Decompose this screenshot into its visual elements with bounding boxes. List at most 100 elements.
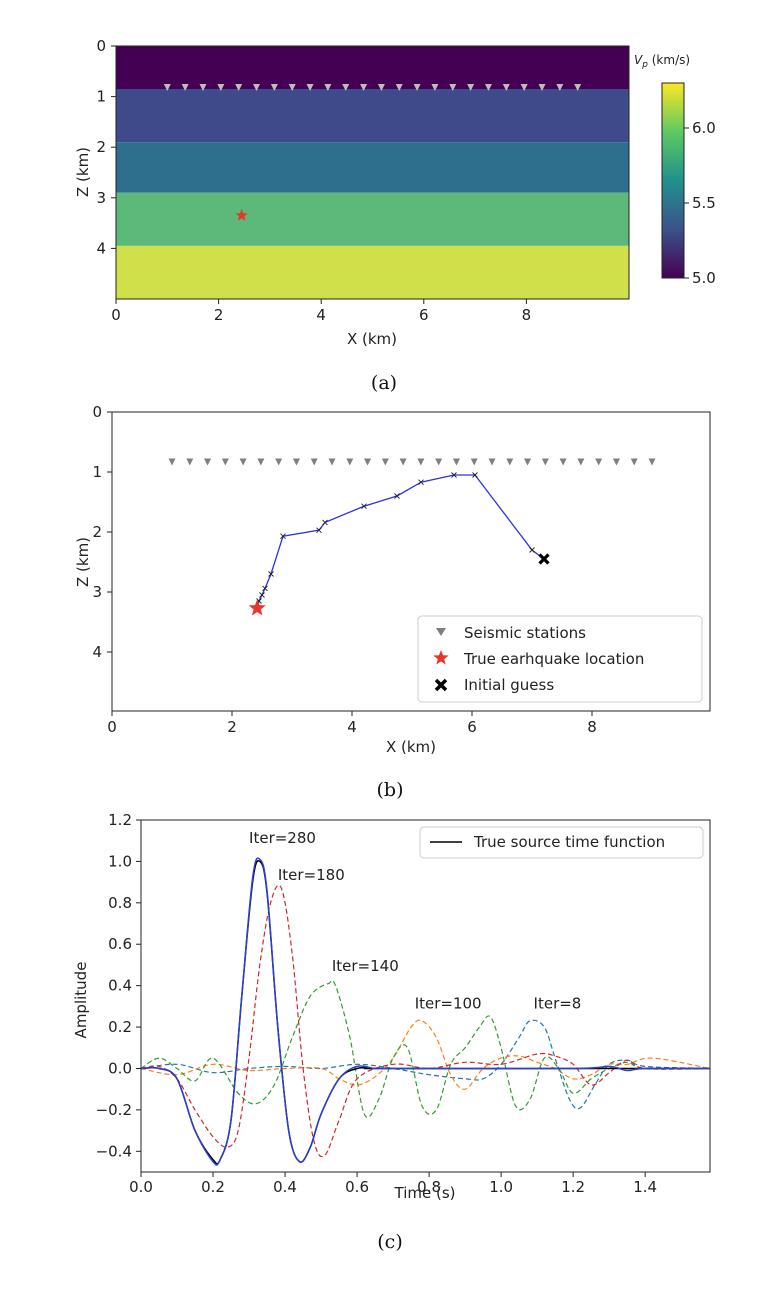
iterate-x-stroke: [361, 503, 367, 510]
station-marker: [395, 83, 403, 91]
station-marker: [484, 83, 492, 91]
panel-a-x-ticks: 0 2 4 6 8: [111, 299, 531, 324]
panel-a-ylabel: Z (km): [74, 147, 92, 197]
station-marker: [346, 458, 354, 466]
annotation-iter-140: Iter=140: [332, 957, 399, 975]
station-marker: [186, 458, 194, 466]
station-marker: [257, 458, 265, 466]
caption-a: (a): [371, 372, 397, 394]
station-marker: [417, 458, 425, 466]
x-tick-label: 8: [587, 718, 597, 736]
panel-c-legend: True source time function: [419, 826, 704, 859]
station-marker: [431, 83, 439, 91]
panel-b-legend: Seismic stations True earhquake location…: [417, 615, 703, 703]
x-tick-label: 0.6: [345, 1178, 369, 1196]
station-marker: [364, 458, 372, 466]
true-location-star: [248, 599, 266, 616]
y-tick-label: 1: [92, 463, 102, 481]
x-tick-label: 1.2: [561, 1178, 585, 1196]
station-marker: [648, 458, 656, 466]
station-marker: [306, 83, 314, 91]
legend-entry-stations: Seismic stations: [464, 624, 586, 642]
y-tick-label: −0.2: [96, 1101, 132, 1119]
path-iterate-marker: [418, 479, 424, 486]
series-iter-280: [141, 857, 710, 1166]
annotation-iter-8: Iter=8: [534, 994, 582, 1012]
iterate-x-stroke: [472, 472, 478, 478]
y-tick-label: 0: [92, 403, 102, 421]
x-tick-label: 1.4: [633, 1178, 657, 1196]
iterate-x-stroke: [418, 479, 424, 486]
station-marker: [467, 83, 475, 91]
station-marker: [324, 83, 332, 91]
station-marker: [204, 458, 212, 466]
legend-star-marker: [433, 650, 449, 665]
y-tick-label: 4: [92, 643, 102, 661]
series-iter-100: [141, 1019, 710, 1090]
velocity-layer-3: [116, 142, 629, 193]
panel-b-stations: [168, 458, 656, 466]
panel-b-xlabel: X (km): [386, 738, 436, 756]
station-marker: [520, 83, 528, 91]
station-marker: [470, 458, 478, 466]
station-marker: [235, 83, 243, 91]
source-star: [235, 209, 248, 221]
station-marker: [612, 458, 620, 466]
x-tick-label: 2: [214, 306, 224, 324]
station-marker: [556, 83, 564, 91]
path-iterate-marker: [529, 547, 535, 553]
station-marker: [360, 83, 368, 91]
x-tick-label: 2: [227, 718, 237, 736]
legend-entry-initial-guess: Initial guess: [464, 676, 554, 694]
station-marker: [506, 458, 514, 466]
iterate-x-stroke: [394, 493, 400, 499]
station-marker: [381, 458, 389, 466]
panel-c-annotations: Iter=280 Iter=180 Iter=140 Iter=100 Iter=8: [249, 829, 581, 1013]
colorbar-tick-label: 6.0: [692, 119, 716, 137]
panel-a-frame: [115, 45, 630, 300]
station-marker: [502, 83, 510, 91]
panel-c-source-time-function: Iter=280 Iter=180 Iter=140 Iter=100 Iter=8 0…: [72, 811, 711, 1253]
station-marker: [488, 458, 496, 466]
y-tick-label: 0.0: [108, 1059, 132, 1077]
panel-b-location-path: 0 2 4 6 8 0 1 2 3 4 X (km) Z (km) Seismic statio…: [74, 403, 711, 801]
station-marker: [181, 83, 189, 91]
legend-station-marker: [436, 628, 446, 636]
station-marker: [574, 83, 582, 91]
legend-x-marker: [434, 678, 448, 692]
station-marker: [595, 458, 603, 466]
panel-a-stations: [163, 83, 582, 91]
legend-box: [419, 826, 704, 859]
y-tick-label: 1.2: [108, 811, 132, 829]
station-marker: [310, 458, 318, 466]
initial-guess-marker: [538, 553, 550, 565]
station-marker: [342, 83, 350, 91]
x-tick-label: 0.4: [273, 1178, 297, 1196]
panel-a-xlabel: X (km): [347, 330, 397, 348]
station-marker: [168, 458, 176, 466]
x-tick-label: 0.8: [417, 1178, 441, 1196]
velocity-layer-4: [116, 192, 629, 246]
initial-guess-stroke: [538, 553, 550, 565]
panel-b-markers: [248, 553, 550, 616]
panel-b-ylabel: Z (km): [74, 537, 92, 587]
station-marker: [559, 458, 567, 466]
panel-c-series: [141, 857, 710, 1166]
panel-b-y-ticks: 0 1 2 3 4: [92, 403, 112, 661]
legend-box: [417, 615, 703, 703]
y-tick-label: 3: [92, 583, 102, 601]
path-iterate-marker: [322, 519, 328, 526]
iterate-x-stroke: [451, 472, 457, 478]
station-marker: [328, 458, 336, 466]
caption-b: (b): [377, 779, 404, 801]
station-marker: [275, 458, 283, 466]
colorbar-label: Vp (km/s): [634, 53, 690, 70]
panel-c-xlabel: Time (s): [394, 1184, 456, 1202]
station-marker: [577, 458, 585, 466]
panel-b-inversion-path: [254, 472, 547, 612]
velocity-layer-5: [116, 245, 629, 299]
station-marker: [449, 83, 457, 91]
y-tick-label: 0.8: [108, 894, 132, 912]
iterate-x-stroke: [322, 519, 328, 526]
path-iterate-marker: [262, 585, 268, 592]
